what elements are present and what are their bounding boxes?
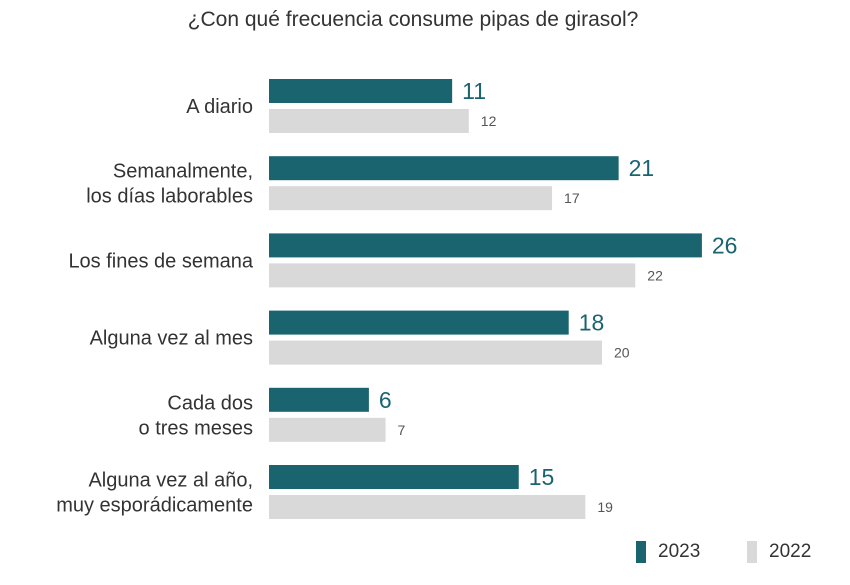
- bar-2023-5: [269, 465, 519, 489]
- legend-swatch-2022: [747, 541, 757, 563]
- category-label-5: Alguna vez al año, muy esporádicamente: [56, 470, 253, 517]
- value-label-2022-0: 12: [481, 113, 497, 129]
- bar-2022-0: [269, 109, 469, 133]
- bar-2023-4: [269, 387, 369, 412]
- legend-label-2023: 2023: [658, 541, 701, 562]
- value-label-2023-5: 15: [529, 464, 555, 490]
- bar-2022-5: [269, 495, 586, 519]
- category-label-4: Cada dos o tres meses: [139, 392, 253, 439]
- bar-2023-1: [269, 156, 619, 181]
- legend-label-2022: 2022: [769, 541, 812, 562]
- value-label-2022-1: 17: [564, 190, 580, 206]
- category-label-3: Alguna vez al mes: [90, 328, 253, 350]
- value-label-2022-4: 7: [398, 422, 406, 438]
- legend-swatch-2023: [636, 541, 646, 563]
- category-label-0: A diario: [186, 96, 253, 118]
- value-label-2023-4: 6: [379, 387, 392, 413]
- chart-title: ¿Con qué frecuencia consume pipas de gir…: [187, 8, 639, 31]
- category-label-2: Los fines de semana: [68, 250, 253, 272]
- value-label-2022-3: 20: [614, 345, 630, 361]
- value-label-2023-3: 18: [579, 310, 605, 336]
- bar-chart: 11 12 A diario 21 17 Semanalmente, los días la…: [56, 78, 738, 519]
- bar-2023-3: [269, 310, 569, 335]
- value-label-2023-1: 21: [629, 155, 655, 181]
- legend-item-2023: 2023: [636, 541, 700, 563]
- value-label-2023-0: 11: [462, 78, 486, 104]
- value-label-2022-5: 19: [597, 499, 613, 515]
- bar-2022-3: [269, 340, 602, 365]
- value-label-2023-2: 26: [712, 232, 738, 258]
- bar-2022-1: [269, 186, 553, 211]
- value-label-2022-2: 22: [647, 267, 663, 283]
- bar-2023-2: [269, 233, 702, 258]
- bar-2022-2: [269, 263, 636, 288]
- bar-2023-0: [269, 79, 453, 103]
- legend-item-2022: 2022: [747, 541, 811, 563]
- category-label-1: Semanalmente, los días laborables: [86, 161, 253, 208]
- bar-2022-4: [269, 417, 386, 442]
